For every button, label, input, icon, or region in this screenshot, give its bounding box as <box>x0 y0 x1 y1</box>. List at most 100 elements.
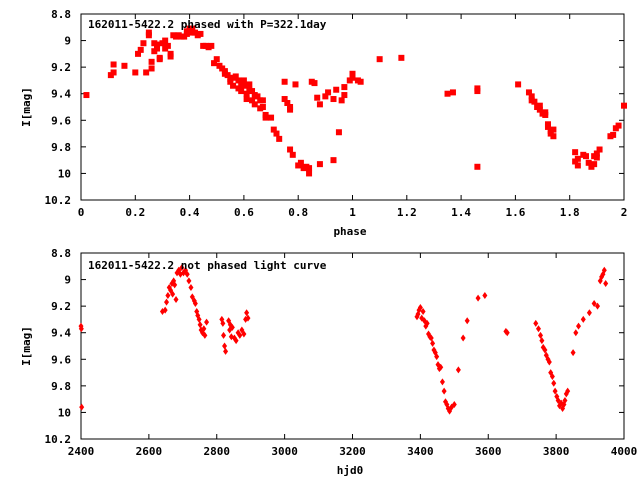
unphased-axis-ticks: 2400 2600 2800 3000 3200 3400 3600 3800 4000 8.8 9… <box>45 247 638 458</box>
unphased-data-point <box>562 396 568 404</box>
phased-data-points <box>83 25 627 177</box>
unphased-x-tick-label: 2600 <box>136 445 163 458</box>
phased-data-point <box>306 170 313 177</box>
phased-x-tick-label: 1 <box>349 206 356 219</box>
unphased-x-tick-label: 2400 <box>68 445 95 458</box>
phased-data-point <box>251 101 258 108</box>
unphased-data-point <box>601 266 607 274</box>
phased-data-point <box>135 50 142 57</box>
phased-x-tick-label: 0 <box>78 206 85 219</box>
unphased-y-tick-label: 9.6 <box>51 353 71 366</box>
unphased-data-point <box>586 309 592 317</box>
phased-data-point <box>330 96 337 103</box>
phased-data-point <box>148 58 155 65</box>
phased-data-point <box>287 146 294 153</box>
unphased-data-point <box>535 325 541 333</box>
phased-data-point <box>596 146 603 153</box>
unphased-data-point <box>538 331 544 339</box>
phased-x-tick-label: 1.2 <box>397 206 417 219</box>
phased-data-point <box>306 165 313 172</box>
unphased-data-point <box>220 319 226 327</box>
phased-data-point <box>515 81 522 88</box>
phased-data-point <box>276 135 283 142</box>
phased-data-point <box>154 45 161 52</box>
phased-data-point <box>110 69 117 76</box>
phased-data-point <box>474 163 481 170</box>
unphased-data-point <box>424 319 430 327</box>
phased-data-point <box>474 85 481 92</box>
phased-data-point <box>349 70 356 77</box>
phased-data-point <box>243 96 250 103</box>
unphased-data-point <box>79 403 85 411</box>
unphased-y-tick-label: 9 <box>64 274 71 287</box>
phased-data-point <box>582 153 589 160</box>
unphased-data-point <box>417 303 423 311</box>
unphased-data-point <box>202 331 208 339</box>
phased-y-axis-label: I[mag] <box>20 87 33 127</box>
phased-data-point <box>140 40 147 47</box>
unphased-data-point <box>165 292 171 300</box>
phased-y-tick-label: 9.2 <box>51 61 71 74</box>
phased-data-point <box>213 56 220 63</box>
phased-data-point <box>232 73 239 80</box>
phased-data-point <box>249 88 256 95</box>
phased-data-point <box>591 161 598 168</box>
unphased-x-tick-label: 3400 <box>407 445 434 458</box>
phased-data-point <box>208 42 215 49</box>
unphased-data-point <box>241 330 247 338</box>
phased-data-point <box>246 81 253 88</box>
unphased-data-point <box>223 347 229 355</box>
phased-data-point <box>593 154 600 161</box>
unphased-data-point <box>201 325 207 333</box>
unphased-data-point <box>570 349 576 357</box>
unphased-y-axis-label: I[mag] <box>20 326 33 366</box>
unphased-data-point <box>222 342 228 350</box>
phased-data-point <box>189 25 196 32</box>
unphased-x-axis-label: hjd0 <box>337 464 364 477</box>
unphased-data-point <box>430 339 436 347</box>
unphased-data-point <box>188 284 194 292</box>
phased-data-point <box>230 82 237 89</box>
phased-data-point <box>322 93 329 100</box>
phased-y-tick-label: 10 <box>58 167 71 180</box>
phased-data-point <box>574 162 581 169</box>
phased-data-point <box>289 151 296 158</box>
phased-data-point <box>162 37 169 44</box>
phased-x-tick-label: 0.2 <box>125 206 145 219</box>
phased-data-point <box>132 69 139 76</box>
phased-data-point <box>311 80 318 87</box>
unphased-data-point <box>78 325 84 333</box>
phased-data-point <box>197 30 204 37</box>
unphased-data-point <box>451 400 457 408</box>
phased-data-point <box>243 90 250 97</box>
phased-data-point <box>338 97 345 104</box>
phased-data-point <box>110 61 117 68</box>
phased-x-tick-label: 1.6 <box>505 206 525 219</box>
phased-data-point <box>211 60 218 67</box>
phased-data-point <box>238 88 245 95</box>
phased-data-point <box>525 89 532 96</box>
phased-data-point <box>330 157 337 164</box>
phased-y-tick-label: 9.4 <box>51 88 71 101</box>
phased-x-tick-label: 0.4 <box>180 206 200 219</box>
unphased-data-point <box>573 329 579 337</box>
phased-data-point <box>249 97 256 104</box>
unphased-data-point <box>428 334 434 342</box>
unphased-data-point <box>245 314 251 322</box>
unphased-data-point <box>244 309 250 317</box>
phased-data-point <box>167 53 174 60</box>
unphased-x-tick-label: 3600 <box>475 445 502 458</box>
unphased-data-point <box>170 290 176 298</box>
phased-data-point <box>259 104 266 110</box>
unphased-data-point <box>434 353 440 361</box>
phased-data-point <box>341 92 348 99</box>
phased-y-tick-label: 8.8 <box>51 8 71 21</box>
phased-data-point <box>572 149 579 156</box>
phased-x-tick-label: 2 <box>621 206 628 219</box>
unphased-data-point <box>542 346 548 354</box>
unphased-data-point <box>551 379 557 387</box>
phased-data-point <box>284 100 291 107</box>
unphased-data-point <box>504 329 510 337</box>
phased-data-point <box>145 29 152 36</box>
unphased-data-point <box>179 264 185 272</box>
